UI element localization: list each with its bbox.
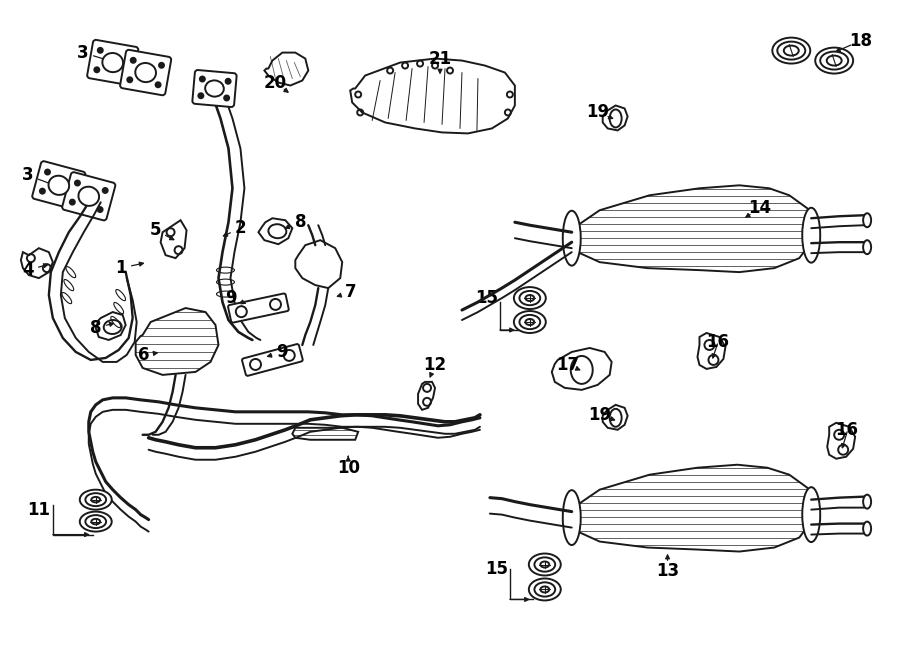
Text: 3: 3 [22,167,33,184]
Text: 4: 4 [22,261,33,279]
Polygon shape [292,428,358,440]
Ellipse shape [92,519,100,524]
Circle shape [122,72,128,77]
Ellipse shape [526,319,535,325]
Text: 14: 14 [748,199,771,217]
Text: 16: 16 [836,421,859,439]
Polygon shape [552,348,612,390]
Text: 3: 3 [77,44,88,61]
Text: 19: 19 [586,104,609,122]
Text: 8: 8 [90,319,102,337]
FancyBboxPatch shape [228,293,289,323]
Text: 7: 7 [345,283,356,301]
Ellipse shape [78,186,99,206]
Circle shape [68,196,73,201]
FancyBboxPatch shape [242,344,302,376]
Ellipse shape [562,211,580,266]
Text: 20: 20 [264,73,287,91]
Polygon shape [160,220,186,258]
Circle shape [130,58,136,63]
Ellipse shape [802,487,820,542]
Text: 11: 11 [27,500,50,519]
Polygon shape [603,106,627,130]
Polygon shape [258,218,292,244]
Circle shape [126,53,131,58]
Text: 10: 10 [337,459,360,477]
Polygon shape [136,308,219,375]
Polygon shape [565,185,814,272]
Ellipse shape [514,311,545,333]
Ellipse shape [772,38,810,63]
Circle shape [75,180,80,186]
Ellipse shape [529,578,561,600]
Circle shape [97,207,103,212]
Ellipse shape [529,553,561,576]
Ellipse shape [815,48,853,73]
Polygon shape [565,465,814,551]
Circle shape [94,67,99,72]
Circle shape [45,170,50,175]
FancyBboxPatch shape [32,161,86,210]
Text: 2: 2 [235,219,247,237]
Polygon shape [418,382,435,410]
Text: 15: 15 [485,561,508,578]
Circle shape [226,79,230,84]
FancyBboxPatch shape [87,40,139,85]
Text: 19: 19 [588,406,611,424]
Polygon shape [350,59,515,134]
Circle shape [159,63,164,68]
Text: 8: 8 [294,214,306,231]
Ellipse shape [135,63,156,82]
Ellipse shape [562,490,580,545]
Ellipse shape [92,497,100,502]
Circle shape [224,95,230,100]
Polygon shape [295,240,342,288]
Text: 15: 15 [475,289,499,307]
Circle shape [127,77,132,82]
Ellipse shape [802,208,820,262]
Ellipse shape [540,561,549,568]
Ellipse shape [514,287,545,309]
Text: 12: 12 [424,356,446,374]
Circle shape [98,48,103,53]
Polygon shape [21,248,53,278]
Text: 1: 1 [115,259,126,277]
Text: 9: 9 [225,289,237,307]
Circle shape [103,188,108,193]
Circle shape [70,200,75,205]
Text: 9: 9 [276,343,288,361]
Ellipse shape [526,295,535,301]
Ellipse shape [80,512,112,531]
Circle shape [156,82,160,87]
Polygon shape [265,53,309,85]
Ellipse shape [540,586,549,592]
Polygon shape [95,312,126,340]
Text: 13: 13 [656,563,680,580]
Text: 17: 17 [556,356,580,374]
Ellipse shape [103,53,123,72]
Text: 21: 21 [428,50,452,67]
Circle shape [198,93,203,98]
Ellipse shape [205,81,224,97]
Text: 6: 6 [138,346,149,364]
FancyBboxPatch shape [193,70,237,107]
Text: 16: 16 [706,333,729,351]
Text: 5: 5 [150,221,161,239]
Polygon shape [603,405,627,430]
Circle shape [40,188,45,194]
FancyBboxPatch shape [120,50,171,95]
Ellipse shape [49,176,69,195]
FancyBboxPatch shape [62,172,115,220]
Text: 18: 18 [850,32,873,50]
Polygon shape [698,333,725,369]
Ellipse shape [80,490,112,510]
Circle shape [200,77,205,81]
Polygon shape [827,423,855,459]
Circle shape [73,177,77,182]
